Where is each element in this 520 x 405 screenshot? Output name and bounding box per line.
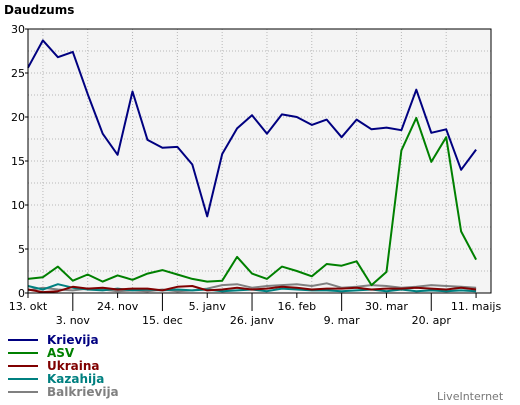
x-tick-label: 15. dec	[142, 314, 183, 327]
x-tick-label: 16. feb	[278, 300, 317, 313]
y-tick-label: 0	[18, 287, 25, 300]
x-tick-label: 5. janv	[189, 300, 227, 313]
x-tick-label: 9. mar	[324, 314, 360, 327]
x-tick-label: 24. nov	[97, 300, 139, 313]
y-tick-label: 30	[11, 23, 25, 36]
plot-border	[27, 28, 492, 294]
x-tick-label: 30. mar	[365, 300, 408, 313]
y-tick-label: 25	[11, 67, 25, 80]
y-axis-ticks: 0 5 10 15 20 25 30	[11, 23, 28, 300]
grid	[28, 29, 491, 293]
x-tick-label: 20. apr	[412, 314, 452, 327]
y-tick-label: 10	[11, 199, 25, 212]
y-tick-label: 20	[11, 111, 25, 124]
legend-label-asv: ASV	[47, 346, 75, 360]
x-tick-label: 11. maijs	[451, 300, 502, 313]
y-tick-label: 15	[11, 155, 25, 168]
series-line-krievija	[27, 39, 477, 218]
x-axis-ticks: 13. okt 24. nov 5. janv 16. feb 30. mar 11. m…	[9, 293, 502, 327]
y-tick-label: 5	[18, 243, 25, 256]
series-line-asv	[27, 116, 477, 287]
series-lines	[27, 39, 477, 294]
legend-label-krievija: Krievija	[47, 333, 99, 347]
y-axis-title: Daudzums	[4, 3, 74, 17]
legend-label-balkrievija: Balkrievija	[47, 385, 119, 399]
brand-label: LiveInternet	[437, 390, 504, 403]
x-tick-label: 3. nov	[56, 314, 91, 327]
legend-label-kazahija: Kazahija	[47, 372, 104, 386]
legend-label-ukraina: Ukraina	[47, 359, 100, 373]
series-line-ukraina	[27, 285, 477, 294]
x-tick-label: 26. janv	[230, 314, 275, 327]
x-tick-label: 13. okt	[9, 300, 48, 313]
